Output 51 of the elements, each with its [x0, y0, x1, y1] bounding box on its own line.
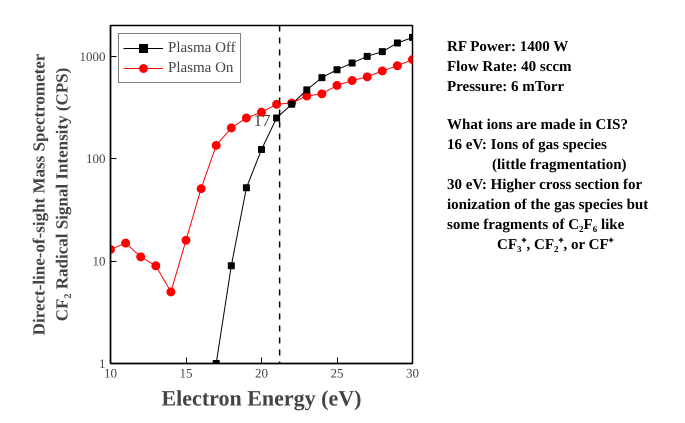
x-axis-title: Electron Energy (eV) — [162, 386, 362, 410]
point — [166, 287, 176, 296]
point — [258, 146, 265, 154]
point — [272, 100, 282, 109]
text: CF₃⁺, CF₂⁺, or CF⁺ — [496, 236, 615, 255]
annotation: 17 — [254, 110, 272, 130]
text: ionization of the gas species but — [447, 196, 648, 215]
x-tick-label: 30 — [406, 366, 419, 380]
y-tick-label: 100 — [86, 151, 106, 166]
y-tick-label: 1000 — [80, 48, 106, 64]
point — [226, 123, 236, 132]
point — [196, 184, 206, 194]
point — [318, 74, 326, 82]
text: Pressure: 6 mTorr — [447, 78, 566, 97]
point — [332, 80, 342, 90]
point — [228, 262, 235, 270]
point — [242, 113, 251, 122]
point — [273, 114, 280, 122]
legend-label: Plasma On — [168, 60, 234, 76]
point — [348, 76, 357, 86]
x-tick-label: 10 — [104, 366, 117, 380]
point — [378, 48, 386, 56]
point — [348, 60, 356, 67]
text: (little fragmentation) — [491, 156, 628, 175]
y-tick-label: 1 — [99, 356, 106, 371]
point — [317, 89, 326, 98]
point — [182, 236, 190, 245]
point — [334, 66, 340, 74]
point — [364, 52, 371, 60]
point — [378, 66, 387, 76]
x-tick-label: 15 — [180, 366, 192, 380]
point — [392, 61, 402, 70]
y-axis-title: Direct-line-of-sight Mass Spectrometer CF₂ Radical Signal Intensity (CPS) — [30, 53, 72, 336]
point — [151, 261, 160, 270]
point — [136, 252, 146, 262]
y-tick-label: 10 — [92, 254, 106, 269]
text: What ions are made in CIS? — [447, 116, 629, 135]
text: some fragments of C₂F₆ like — [447, 216, 626, 235]
point — [362, 72, 372, 82]
text: 30 eV: Higher cross section for — [447, 176, 644, 195]
x-tick-label: 25 — [330, 366, 344, 380]
text: Flow Rate: 40 sccm — [447, 58, 573, 77]
point — [303, 86, 310, 94]
text: RF Power: 1400 W — [447, 38, 570, 57]
point — [242, 184, 250, 192]
point — [394, 39, 401, 46]
legend-label: Plasma Off — [168, 40, 236, 56]
x-tick-label: 20 — [255, 366, 268, 380]
point — [121, 238, 130, 248]
point — [212, 140, 221, 150]
text: 16 eV: Ions of gas species — [447, 136, 608, 155]
